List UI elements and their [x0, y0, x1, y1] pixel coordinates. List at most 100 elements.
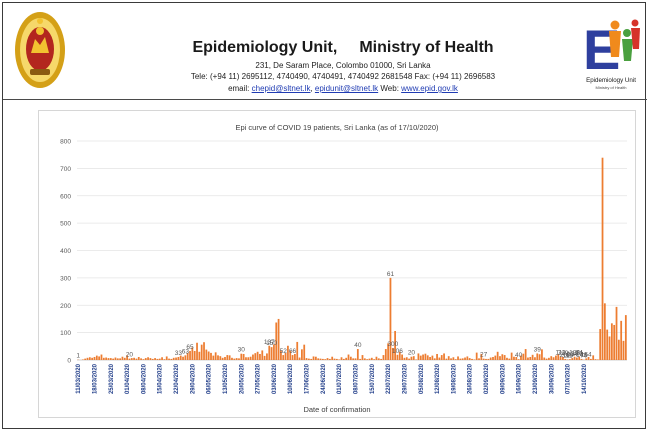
data-label: 30 — [238, 347, 246, 354]
bar — [589, 358, 592, 360]
letterhead: Epidemiology Unit, Ministry of Health 231… — [3, 3, 647, 99]
x-tick-label: 07/10/2020 — [566, 363, 572, 394]
bar — [592, 355, 595, 360]
bar — [91, 357, 94, 360]
bar — [366, 359, 369, 360]
logo-subtext: Ministry of Health — [596, 85, 627, 90]
bar — [177, 356, 180, 360]
bar — [165, 356, 168, 360]
y-tick-label: 300 — [60, 275, 71, 282]
bar — [205, 349, 208, 360]
bar — [613, 324, 616, 360]
bar — [534, 357, 536, 360]
bar — [270, 347, 273, 360]
bar — [585, 358, 588, 360]
bar — [333, 358, 336, 360]
bar — [233, 358, 236, 360]
bar — [310, 358, 313, 360]
bar — [506, 357, 508, 360]
data-label: 300 — [387, 341, 398, 348]
x-tick-label: 15/04/2020 — [158, 363, 164, 394]
data-label: 164 — [581, 351, 592, 358]
data-label: 20 — [408, 350, 416, 357]
bar — [569, 359, 571, 360]
bar — [170, 358, 173, 360]
bar — [172, 357, 175, 360]
bar — [254, 353, 257, 360]
data-label: 86 — [566, 352, 574, 359]
government-seal-logo — [15, 12, 65, 88]
bar — [496, 351, 499, 360]
bar — [317, 358, 320, 360]
bar — [207, 351, 210, 360]
data-label: 33 — [175, 350, 183, 357]
bar — [487, 358, 490, 360]
bar — [601, 157, 604, 360]
bar — [564, 358, 567, 360]
website-link[interactable]: www.epid.gov.lk — [401, 84, 458, 93]
bar — [580, 358, 583, 360]
x-tick-label: 16/09/2020 — [517, 363, 523, 394]
bar — [273, 344, 275, 360]
email-label: email: — [228, 84, 252, 93]
bar — [235, 358, 238, 360]
bar — [263, 355, 266, 360]
bar — [620, 320, 623, 360]
bar — [200, 344, 203, 360]
bar — [228, 355, 231, 360]
address-line: 231, De Saram Place, Colombo 01000, Sri … — [255, 61, 431, 70]
bar — [529, 356, 532, 360]
bar — [291, 355, 294, 360]
data-label: 128 — [569, 350, 580, 357]
x-tick-label: 17/06/2020 — [305, 363, 311, 394]
bar — [471, 358, 473, 360]
bar — [328, 358, 331, 360]
email-link-chepid[interactable]: chepid@sltnet.lk — [251, 84, 311, 93]
bar — [298, 357, 301, 360]
bar — [548, 357, 550, 360]
bar — [436, 353, 438, 360]
bar — [384, 349, 387, 360]
bar — [203, 342, 205, 360]
bar — [394, 330, 396, 360]
bar — [133, 357, 135, 360]
data-label: 194 — [571, 351, 582, 358]
bar — [240, 353, 243, 360]
bar — [121, 356, 124, 360]
bar — [373, 359, 376, 360]
data-label: 106 — [392, 348, 403, 355]
bar — [552, 357, 555, 360]
bar — [417, 353, 420, 360]
bar — [326, 358, 329, 360]
bar — [179, 355, 182, 360]
bar — [522, 353, 525, 360]
epidemiology-unit-logo: E Epidemiology Unit Ministry of Health — [583, 18, 640, 90]
bar — [599, 329, 602, 360]
bar — [610, 323, 613, 360]
bar — [252, 354, 254, 361]
email-link-epidunit[interactable]: epidunit@sltnet.lk — [314, 84, 379, 93]
x-tick-label: 15/07/2020 — [370, 363, 376, 394]
x-tick-label: 27/05/2020 — [256, 363, 262, 394]
y-tick-label: 700 — [60, 166, 71, 173]
bar — [137, 356, 140, 360]
bar — [541, 349, 543, 360]
bar — [158, 358, 161, 360]
bar — [140, 358, 142, 360]
data-label: 1 — [76, 353, 80, 360]
bar — [301, 349, 303, 360]
bar — [277, 318, 280, 360]
bar — [440, 355, 443, 360]
bar — [501, 354, 504, 360]
x-tick-label: 23/09/2020 — [533, 363, 539, 394]
bar — [531, 354, 534, 360]
bar — [396, 354, 399, 360]
bar — [524, 349, 527, 360]
document-frame: Epidemiology Unit, Ministry of Health 231… — [2, 2, 647, 429]
bar — [562, 356, 564, 360]
bar — [93, 356, 96, 360]
bar — [389, 277, 392, 361]
data-label: 63 — [182, 348, 190, 355]
bar — [296, 341, 299, 360]
data-label: 150 — [266, 340, 277, 347]
